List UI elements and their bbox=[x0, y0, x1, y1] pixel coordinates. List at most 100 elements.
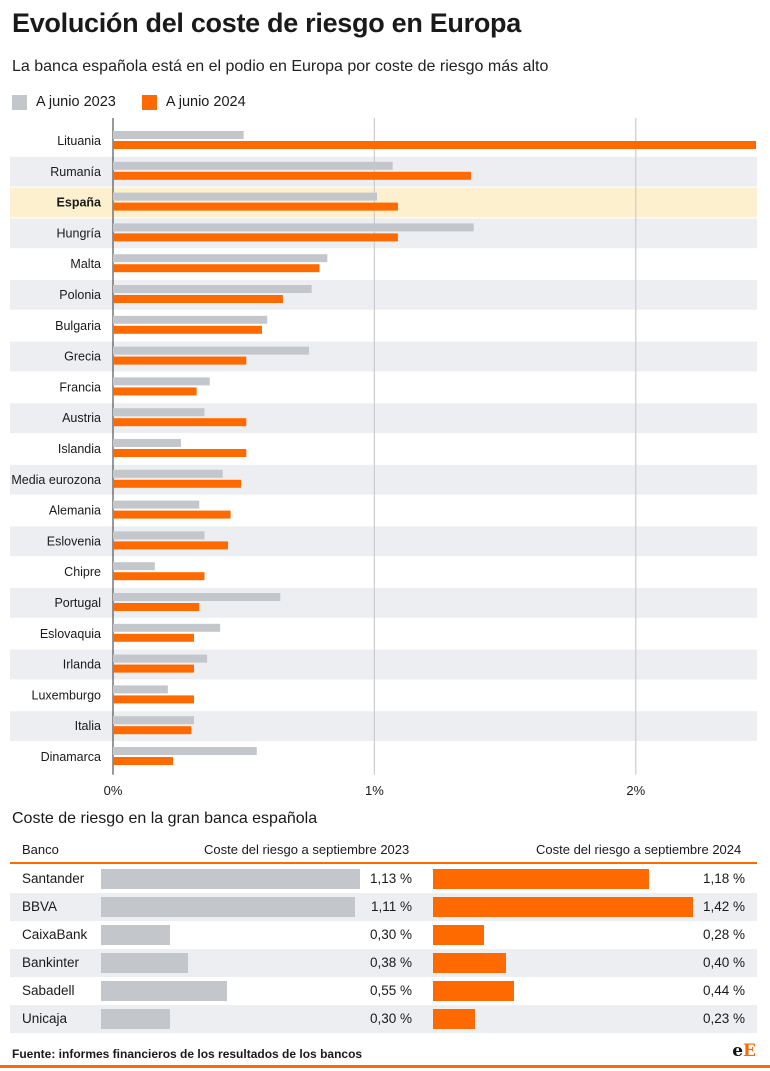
bar-2024 bbox=[433, 925, 485, 945]
bar-2023-media-eurozona bbox=[113, 469, 223, 478]
value-2024: 1,18 % bbox=[702, 871, 745, 886]
category-label-irlanda: Irlanda bbox=[63, 658, 101, 672]
legend-label-2023: A junio 2023 bbox=[36, 94, 116, 110]
bank-name: Sabadell bbox=[22, 983, 75, 998]
bar-2024-rumania bbox=[113, 171, 472, 180]
category-label-chipre: Chipre bbox=[64, 565, 101, 579]
bar-2023 bbox=[101, 897, 356, 917]
bank-name: CaixaBank bbox=[22, 927, 88, 942]
category-label-dinamarca: Dinamarca bbox=[41, 750, 101, 764]
row-band-irlanda bbox=[10, 649, 757, 680]
row-band-italia bbox=[10, 711, 757, 741]
bar-2024-portugal bbox=[113, 603, 200, 611]
bar-2024-polonia bbox=[113, 295, 283, 303]
bar-2024-bulgaria bbox=[113, 325, 262, 334]
table-title: Coste de riesgo en la gran banca español… bbox=[12, 810, 318, 827]
bar-2024-italia bbox=[113, 726, 192, 735]
header-bank: Banco bbox=[22, 842, 59, 857]
bar-2024-austria bbox=[113, 418, 247, 427]
value-2024: 0,40 % bbox=[702, 955, 745, 970]
header-2023: Coste del riesgo a septiembre 2023 bbox=[204, 842, 410, 857]
row-band-rumania bbox=[10, 156, 757, 187]
legend-label-2024: A junio 2024 bbox=[165, 94, 246, 110]
category-label-media-eurozona: Media eurozona bbox=[11, 473, 101, 487]
bar-2023-islandia bbox=[113, 439, 181, 447]
bar-2024 bbox=[433, 897, 693, 917]
bar-2024-islandia bbox=[113, 449, 247, 457]
category-label-islandia: Islandia bbox=[58, 442, 101, 456]
bar-2024-eslovenia bbox=[113, 541, 229, 550]
bar-2023 bbox=[101, 1009, 170, 1029]
bar-2023-italia bbox=[113, 716, 195, 725]
category-label-hungria: Hungría bbox=[57, 226, 102, 240]
bar-2023 bbox=[101, 981, 228, 1001]
category-label-italia: Italia bbox=[75, 719, 101, 733]
bar-2024-irlanda bbox=[113, 664, 195, 673]
chart-title: Evolución del coste de riesgo en Europa bbox=[12, 8, 521, 38]
category-label-bulgaria: Bulgaria bbox=[55, 319, 101, 333]
bank-name: BBVA bbox=[22, 899, 58, 914]
bottom-rule bbox=[0, 1065, 770, 1068]
value-2024: 0,23 % bbox=[702, 1011, 745, 1026]
category-label-francia: Francia bbox=[59, 380, 101, 394]
bar-2024-dinamarca bbox=[113, 757, 174, 765]
category-label-luxemburgo: Luxemburgo bbox=[32, 688, 102, 702]
tick-label-0: 0% bbox=[104, 783, 123, 798]
bar-2024 bbox=[433, 869, 650, 889]
bar-2023-hungria bbox=[113, 223, 474, 232]
value-2023: 1,11 % bbox=[370, 899, 412, 914]
table-row: Sabadell 0,55 % 0,44 % bbox=[10, 977, 757, 1005]
category-label-portugal: Portugal bbox=[54, 596, 101, 610]
table-row: CaixaBank 0,30 % 0,28 % bbox=[10, 921, 757, 949]
bar-2023-chipre bbox=[113, 562, 155, 571]
bar-2024 bbox=[433, 981, 514, 1001]
row-band-eslovenia bbox=[10, 526, 757, 557]
category-label-lituania: Lituania bbox=[57, 134, 101, 148]
legend-swatch-2023 bbox=[12, 94, 27, 110]
category-label-grecia: Grecia bbox=[64, 350, 101, 364]
tick-label-2: 2% bbox=[626, 783, 645, 798]
row-band-grecia bbox=[10, 341, 757, 372]
value-2023: 0,55 % bbox=[369, 983, 412, 998]
value-2023: 0,30 % bbox=[369, 1011, 412, 1026]
table-row: Unicaja 0,30 % 0,23 % bbox=[10, 1005, 757, 1033]
bar-2023-malta bbox=[113, 254, 328, 263]
header-2024: Coste del riesgo a septiembre 2024 bbox=[536, 842, 742, 857]
bar-2023-alemania bbox=[113, 500, 200, 509]
bar-2023-grecia bbox=[113, 346, 310, 355]
legend-item-2024: A junio 2024 bbox=[141, 94, 246, 110]
chart-subtitle: La banca española está en el podio en Eu… bbox=[12, 58, 549, 75]
header-divider bbox=[10, 862, 757, 864]
bar-2023 bbox=[101, 925, 170, 945]
tick-label-1: 1% bbox=[365, 783, 384, 798]
brand-logo: eE bbox=[732, 1041, 756, 1061]
bar-2023-espana bbox=[113, 192, 377, 201]
bank-table: Banco Coste del riesgo a septiembre 2023… bbox=[10, 838, 757, 1033]
row-band-portugal bbox=[10, 588, 757, 618]
category-label-eslovaquia: Eslovaquia bbox=[40, 627, 101, 641]
bar-2023-polonia bbox=[113, 285, 312, 293]
category-label-alemania: Alemania bbox=[49, 504, 101, 518]
table-row: Bankinter 0,38 % 0,40 % bbox=[10, 949, 757, 977]
bar-2023-irlanda bbox=[113, 654, 208, 663]
bar-2024 bbox=[433, 1009, 476, 1029]
bar-2023-francia bbox=[113, 377, 210, 386]
bar-2023 bbox=[101, 953, 189, 973]
bar-2023-austria bbox=[113, 408, 205, 417]
bar-2023-rumania bbox=[113, 161, 393, 170]
country-bar-chart: Lituania Rumanía España Hungría Malta Polonia… bbox=[10, 118, 757, 798]
category-label-polonia: Polonia bbox=[59, 288, 101, 302]
value-2024: 1,42 % bbox=[702, 899, 745, 914]
category-label-malta: Malta bbox=[70, 257, 101, 271]
table-row: Santander 1,13 % 1,18 % bbox=[10, 865, 757, 893]
bar-2023-lituania bbox=[113, 131, 244, 139]
bank-name: Bankinter bbox=[22, 955, 80, 970]
legend-swatch-2024 bbox=[141, 94, 157, 110]
bar-2024-hungria bbox=[113, 233, 398, 242]
category-label-eslovenia: Eslovenia bbox=[47, 534, 101, 548]
value-2024: 0,44 % bbox=[702, 983, 745, 998]
value-2023: 1,13 % bbox=[369, 871, 412, 886]
bar-2023 bbox=[101, 869, 360, 889]
bar-2024-luxemburgo bbox=[113, 695, 195, 704]
bar-2023-luxemburgo bbox=[113, 685, 168, 694]
